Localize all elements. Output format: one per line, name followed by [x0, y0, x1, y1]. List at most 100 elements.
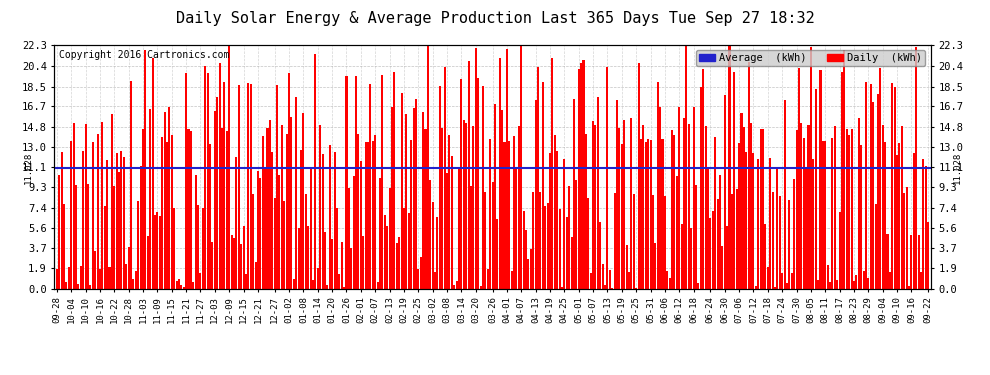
Bar — [712, 211, 714, 289]
Bar — [388, 188, 391, 289]
Bar — [336, 208, 338, 289]
Bar — [344, 288, 346, 289]
Bar — [551, 58, 553, 289]
Bar — [357, 134, 359, 289]
Bar — [523, 211, 525, 289]
Bar — [908, 286, 910, 289]
Bar — [520, 45, 523, 289]
Text: 11.028: 11.028 — [952, 152, 961, 184]
Bar — [197, 205, 199, 289]
Bar — [874, 204, 876, 289]
Bar — [317, 268, 319, 289]
Bar — [685, 46, 687, 289]
Bar — [224, 82, 226, 289]
Bar — [911, 236, 913, 289]
Bar — [742, 127, 744, 289]
Bar — [379, 178, 381, 289]
Bar — [355, 76, 357, 289]
Bar — [779, 196, 781, 289]
Bar — [264, 168, 266, 289]
Bar — [295, 97, 297, 289]
Bar — [640, 139, 642, 289]
Bar — [170, 135, 173, 289]
Bar — [643, 125, 644, 289]
Bar — [168, 106, 170, 289]
Bar — [537, 67, 539, 289]
Bar — [113, 186, 115, 289]
Bar — [671, 130, 673, 289]
Bar — [812, 159, 815, 289]
Bar — [820, 70, 822, 289]
Bar — [805, 170, 807, 289]
Bar — [245, 274, 247, 289]
Bar — [767, 267, 769, 289]
Bar — [427, 45, 429, 289]
Bar — [60, 152, 62, 289]
Bar — [590, 273, 592, 289]
Bar — [138, 201, 140, 289]
Bar — [754, 286, 757, 289]
Bar — [391, 107, 393, 289]
Text: 11.028: 11.028 — [24, 152, 33, 184]
Text: Copyright 2016 Cartronics.com: Copyright 2016 Cartronics.com — [58, 50, 230, 60]
Bar — [759, 129, 761, 289]
Bar — [96, 134, 99, 289]
Bar — [346, 76, 347, 289]
Bar — [889, 272, 891, 289]
Bar — [726, 226, 728, 289]
Bar — [501, 110, 503, 289]
Bar — [697, 283, 699, 289]
Bar — [219, 63, 221, 289]
Bar — [266, 128, 268, 289]
Bar — [477, 78, 479, 289]
Bar — [420, 256, 422, 289]
Bar — [829, 282, 831, 289]
Bar — [843, 50, 845, 289]
Bar — [384, 215, 386, 289]
Bar — [817, 280, 819, 289]
Bar — [104, 206, 106, 289]
Bar — [130, 81, 132, 289]
Bar — [149, 109, 151, 289]
Bar — [832, 138, 834, 289]
Bar — [252, 194, 254, 289]
Bar — [403, 209, 405, 289]
Bar — [479, 286, 481, 289]
Bar — [561, 287, 563, 289]
Bar — [688, 124, 690, 289]
Bar — [82, 151, 84, 289]
Bar — [857, 118, 859, 289]
Bar — [80, 266, 82, 289]
Bar — [322, 154, 324, 289]
Bar — [458, 168, 460, 289]
Bar — [925, 166, 927, 289]
Bar — [327, 285, 329, 289]
Bar — [676, 176, 678, 289]
Bar — [585, 134, 587, 289]
Bar — [195, 175, 197, 289]
Bar — [621, 144, 623, 289]
Bar — [185, 73, 187, 289]
Bar — [341, 242, 343, 289]
Bar — [661, 139, 663, 289]
Bar — [487, 269, 489, 289]
Bar — [546, 203, 548, 289]
Bar — [540, 192, 542, 289]
Bar — [398, 237, 400, 289]
Bar — [347, 188, 349, 289]
Bar — [228, 45, 231, 289]
Bar — [257, 171, 259, 289]
Bar — [231, 235, 233, 289]
Bar — [209, 144, 211, 289]
Bar — [762, 129, 764, 289]
Bar — [516, 168, 518, 289]
Bar — [865, 82, 867, 289]
Bar — [513, 136, 515, 289]
Bar — [278, 175, 280, 289]
Bar — [190, 130, 192, 289]
Bar — [180, 285, 182, 289]
Bar — [920, 272, 922, 289]
Bar — [810, 47, 812, 289]
Bar — [678, 107, 680, 289]
Text: Daily Solar Energy & Average Production Last 365 Days Tue Sep 27 18:32: Daily Solar Energy & Average Production … — [175, 11, 815, 26]
